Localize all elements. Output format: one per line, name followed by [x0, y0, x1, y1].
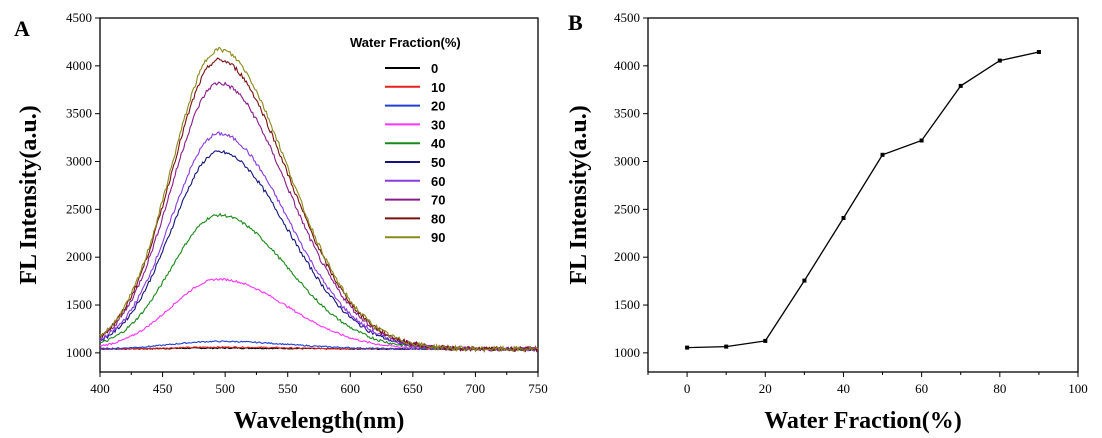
panel-b-y-ticks: 1000 1500 2000 2500 3000 3500 4000 4500: [614, 10, 648, 360]
panel-a-y-tick-label: 3000: [66, 154, 92, 169]
panel-b-point: [997, 58, 1002, 63]
panel-b-point: [724, 344, 729, 349]
panel-a-y-tick-label: 2500: [66, 201, 92, 216]
panel-a-x-tick-label: 600: [341, 381, 361, 396]
panel-a-x-ticks: 400 450 500 550 600 650 700 750: [90, 372, 548, 396]
panel-a-legend: Water Fraction(%) 0 10 20 30 40 50 60 70 80 90: [350, 35, 461, 245]
panel-b-x-tick-label: 0: [684, 381, 691, 396]
panel-a-series-30: [99, 277, 539, 351]
legend-label-60: 60: [431, 174, 445, 189]
panel-b-x-tick-label: 20: [759, 381, 772, 396]
panel-b-x-tick-label: 80: [993, 381, 1006, 396]
panel-b-y-tick-label: 3000: [614, 154, 640, 169]
panel-a-x-tick-label: 450: [153, 381, 173, 396]
panel-a-y-tick-label: 1000: [66, 345, 92, 360]
panel-b-y-tick-label: 3500: [614, 106, 640, 121]
panel-b-x-tick-label: 60: [915, 381, 928, 396]
panel-b-y-axis-title: FL Intensity(a.u.): [566, 105, 592, 284]
panel-b-point: [802, 278, 807, 283]
panel-a-y-tick-label: 2000: [66, 249, 92, 264]
panel-a-series-90: [99, 46, 539, 353]
legend-label-80: 80: [431, 211, 445, 226]
panel-a-series-80: [99, 57, 539, 353]
panel-a-x-tick-label: 650: [403, 381, 423, 396]
legend-label-50: 50: [431, 155, 445, 170]
panel-a-x-tick-label: 400: [90, 381, 110, 396]
legend-label-90: 90: [431, 230, 445, 245]
legend-label-0: 0: [431, 61, 438, 76]
panel-b-point: [958, 83, 963, 88]
legend-label-30: 30: [431, 117, 445, 132]
panel-b-y-tick-label: 4000: [614, 58, 640, 73]
panel-a-x-axis-title: Wavelength(nm): [234, 408, 405, 434]
panel-a-series-70: [99, 81, 539, 353]
panel-a-x-tick-label: 500: [215, 381, 235, 396]
panel-b-y-tick-label: 1000: [614, 345, 640, 360]
panel-b-point: [763, 338, 768, 343]
panel-a-chart: A 400 450 500 550 600 650 700 750 1000150020002…: [14, 10, 548, 434]
legend-label-20: 20: [431, 99, 445, 114]
panel-a-series-group: [99, 46, 539, 353]
panel-b-frame: [647, 17, 1079, 373]
panel-a-y-tick-label: 4500: [66, 10, 92, 25]
panel-b-point: [919, 138, 924, 143]
panel-b-y-tick-label: 1500: [614, 297, 640, 312]
panel-b-y-tick-label: 2000: [614, 249, 640, 264]
panel-b-x-tick-label: 100: [1068, 381, 1088, 396]
panel-b-x-axis-title: Water Fraction(%): [764, 408, 962, 434]
panel-b-point: [1036, 50, 1041, 54]
panel-a-series-50: [99, 149, 539, 352]
panel-a-y-ticks: 1000 1500 2000 2500 3000 3500 4000 4500: [66, 10, 100, 360]
panel-b-point: [880, 152, 885, 157]
panel-b-chart: B 0 20 40 60 80 100 1000 1500 2000 2500 3000 3500 4…: [566, 10, 1088, 434]
panel-a-y-tick-label: 3500: [66, 106, 92, 121]
panel-a-y-tick-label: 1500: [66, 297, 92, 312]
panel-a-letter: A: [14, 16, 30, 41]
legend-label-10: 10: [431, 80, 445, 95]
panel-b-point: [685, 345, 690, 350]
panel-b-letter: B: [568, 10, 583, 35]
panel-a-x-tick-label: 750: [528, 381, 548, 396]
panel-a-y-tick-label: 4000: [66, 58, 92, 73]
panel-b-series: [685, 50, 1041, 350]
panel-b-point: [841, 216, 846, 220]
panel-a-x-tick-label: 550: [278, 381, 298, 396]
panel-a-y-axis-title: FL Intensity(a.u.): [16, 105, 42, 284]
legend-label-70: 70: [431, 193, 445, 208]
panel-b-y-tick-label: 4500: [614, 10, 640, 25]
panel-b-line: [687, 51, 1040, 349]
panel-b-x-tick-label: 40: [837, 381, 850, 396]
legend-title: Water Fraction(%): [350, 35, 461, 50]
panel-b-y-tick-label: 2500: [614, 201, 640, 216]
panel-a-x-tick-label: 700: [466, 381, 486, 396]
legend-label-40: 40: [431, 136, 445, 151]
panel-b-x-ticks: 0 20 40 60 80 100: [647, 372, 1088, 396]
